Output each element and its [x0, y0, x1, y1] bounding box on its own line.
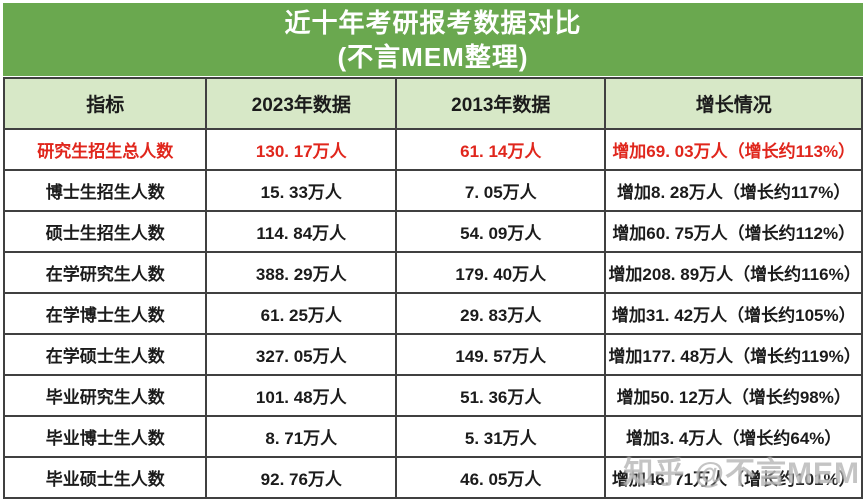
growth-cell: 增加8. 28万人（增长约117%）	[604, 169, 863, 212]
growth-cell: 增加60. 75万人（增长约112%）	[604, 210, 863, 253]
title-banner: 近十年考研报考数据对比 (不言MEM整理)	[3, 3, 863, 76]
page-subtitle: (不言MEM整理)	[337, 41, 529, 72]
table-row: 毕业硕士生人数 92. 76万人 46. 05万人 增加46. 71万人（增长约…	[2, 456, 863, 499]
value-2023-cell: 327. 05万人	[205, 333, 398, 376]
table-row: 毕业博士生人数 8. 71万人 5. 31万人 增加3. 4万人（增长约64%）	[2, 415, 863, 458]
value-2013-cell: 51. 36万人	[395, 374, 607, 417]
value-2023-cell: 8. 71万人	[205, 415, 398, 458]
table-header-row: 指标 2023年数据 2013年数据 增长情况	[2, 77, 863, 130]
value-2023-cell: 15. 33万人	[205, 169, 398, 212]
value-2023-cell: 388. 29万人	[205, 251, 398, 294]
table-row: 在学硕士生人数 327. 05万人 149. 57万人 增加177. 48万人（…	[2, 333, 863, 376]
table-row: 毕业研究生人数 101. 48万人 51. 36万人 增加50. 12万人（增长…	[2, 374, 863, 417]
indicator-cell: 在学研究生人数	[2, 251, 208, 294]
growth-cell: 增加69. 03万人（增长约113%）	[604, 128, 863, 171]
comparison-table: 指标 2023年数据 2013年数据 增长情况 研究生招生总人数 130. 17…	[2, 77, 863, 499]
column-header-growth: 增长情况	[604, 77, 863, 130]
column-header-2023: 2023年数据	[205, 77, 398, 130]
value-2013-cell: 46. 05万人	[395, 456, 607, 499]
indicator-cell: 博士生招生人数	[2, 169, 208, 212]
indicator-cell: 研究生招生总人数	[2, 128, 208, 171]
growth-cell: 增加46. 71万人（增长约101%）	[604, 456, 863, 499]
value-2013-cell: 149. 57万人	[395, 333, 607, 376]
growth-cell: 增加3. 4万人（增长约64%）	[604, 415, 863, 458]
value-2013-cell: 179. 40万人	[395, 251, 607, 294]
table-row: 博士生招生人数 15. 33万人 7. 05万人 增加8. 28万人（增长约11…	[2, 169, 863, 212]
value-2013-cell: 29. 83万人	[395, 292, 607, 335]
indicator-cell: 在学博士生人数	[2, 292, 208, 335]
value-2013-cell: 7. 05万人	[395, 169, 607, 212]
column-header-indicator: 指标	[2, 77, 208, 130]
value-2013-cell: 5. 31万人	[395, 415, 607, 458]
value-2023-cell: 114. 84万人	[205, 210, 398, 253]
growth-cell: 增加50. 12万人（增长约98%）	[604, 374, 863, 417]
table-row: 硕士生招生人数 114. 84万人 54. 09万人 增加60. 75万人（增长…	[2, 210, 863, 253]
value-2013-cell: 54. 09万人	[395, 210, 607, 253]
growth-cell: 增加31. 42万人（增长约105%）	[604, 292, 863, 335]
table-row: 研究生招生总人数 130. 17万人 61. 14万人 增加69. 03万人（增…	[2, 128, 863, 171]
table-row: 在学研究生人数 388. 29万人 179. 40万人 增加208. 89万人（…	[2, 251, 863, 294]
indicator-cell: 毕业博士生人数	[2, 415, 208, 458]
table-row: 在学博士生人数 61. 25万人 29. 83万人 增加31. 42万人（增长约…	[2, 292, 863, 335]
indicator-cell: 毕业硕士生人数	[2, 456, 208, 499]
column-header-2013: 2013年数据	[395, 77, 607, 130]
page-title: 近十年考研报考数据对比	[284, 7, 582, 38]
indicator-cell: 在学硕士生人数	[2, 333, 208, 376]
growth-cell: 增加177. 48万人（增长约119%）	[604, 333, 863, 376]
value-2023-cell: 61. 25万人	[205, 292, 398, 335]
indicator-cell: 硕士生招生人数	[2, 210, 208, 253]
growth-cell: 增加208. 89万人（增长约116%）	[604, 251, 863, 294]
value-2013-cell: 61. 14万人	[395, 128, 607, 171]
indicator-cell: 毕业研究生人数	[2, 374, 208, 417]
value-2023-cell: 101. 48万人	[205, 374, 398, 417]
value-2023-cell: 130. 17万人	[205, 128, 398, 171]
value-2023-cell: 92. 76万人	[205, 456, 398, 499]
